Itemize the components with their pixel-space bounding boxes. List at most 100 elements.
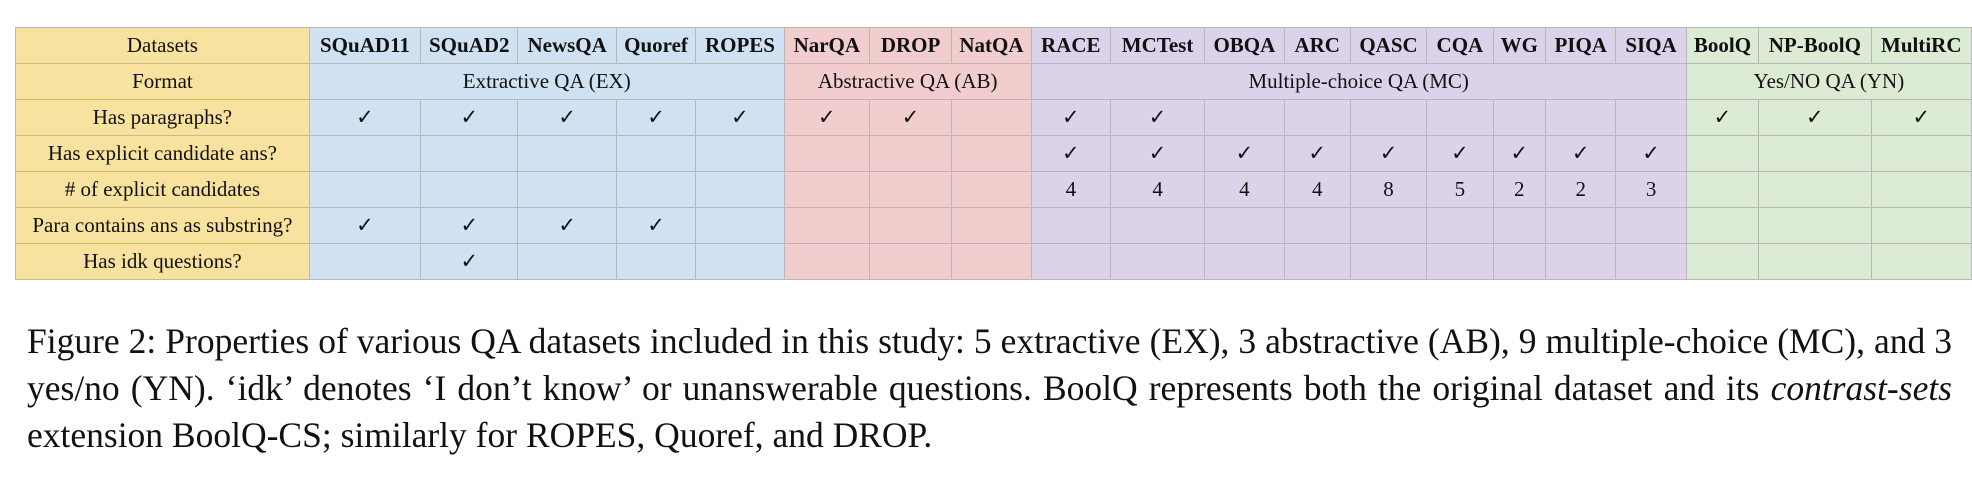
- table-cell: [1685, 243, 1760, 280]
- table-cell: [1870, 243, 1972, 280]
- checkmark-cell: ✓: [1870, 99, 1972, 136]
- table-cell: 3: [1615, 171, 1687, 208]
- table-cell: [868, 243, 953, 280]
- checkmark-cell: ✓: [517, 207, 617, 244]
- dataset-properties-table: Datasets SQuAD11 SQuAD2 NewsQA Quoref ROPES Na…: [15, 27, 1972, 280]
- checkmark-cell: ✓: [1109, 99, 1206, 136]
- row-label: Has explicit candidate ans?: [15, 135, 310, 172]
- dataset-header: WG: [1492, 27, 1547, 64]
- table-cell: [868, 171, 953, 208]
- table-cell: [1615, 99, 1687, 136]
- table-cell: [1685, 135, 1760, 172]
- table-cell: [420, 135, 519, 172]
- checkmark-cell: ✓: [420, 243, 519, 280]
- dataset-header: MCTest: [1109, 27, 1206, 64]
- format-group-cell: Multiple-choice QA (MC): [1030, 63, 1687, 100]
- checkmark-cell: ✓: [695, 99, 785, 136]
- table-cell: [1283, 207, 1351, 244]
- table-cell: [1283, 99, 1351, 136]
- table-cell: [951, 243, 1032, 280]
- format-group-cell: Extractive QA (EX): [308, 63, 785, 100]
- table-row: Has paragraphs? ✓ ✓ ✓ ✓ ✓ ✓ ✓ ✓ ✓ ✓ ✓ ✓: [15, 99, 1972, 136]
- table-cell: [1204, 207, 1285, 244]
- table-cell: [1426, 99, 1494, 136]
- table-cell: [695, 171, 785, 208]
- table-cell: [1492, 207, 1547, 244]
- table-row: Has explicit candidate ans? ✓ ✓ ✓ ✓ ✓ ✓ ✓ ✓ ✓: [15, 135, 1972, 172]
- table-cell: [1426, 207, 1494, 244]
- dataset-header: SQuAD11: [308, 27, 422, 64]
- table-cell: [1349, 243, 1428, 280]
- table-cell: [951, 99, 1032, 136]
- table-row: Para contains ans as substring? ✓ ✓ ✓ ✓: [15, 207, 1972, 244]
- table-cell: 8: [1349, 171, 1428, 208]
- table-cell: [517, 171, 617, 208]
- checkmark-cell: ✓: [1545, 135, 1617, 172]
- format-group-cell: Abstractive QA (AB): [783, 63, 1032, 100]
- table-cell: [1545, 243, 1617, 280]
- table-cell: [1109, 207, 1206, 244]
- checkmark-cell: ✓: [1492, 135, 1547, 172]
- caption-text: Figure 2: Properties of various QA datas…: [27, 321, 1952, 408]
- table-cell: [1349, 99, 1428, 136]
- table-cell: 2: [1545, 171, 1617, 208]
- table-cell: [615, 171, 697, 208]
- table-cell: [783, 207, 870, 244]
- dataset-header: NarQA: [783, 27, 870, 64]
- table-cell: [420, 171, 519, 208]
- checkmark-cell: ✓: [308, 207, 422, 244]
- table-cell: [868, 135, 953, 172]
- dataset-header: SIQA: [1615, 27, 1687, 64]
- dataset-header: PIQA: [1545, 27, 1617, 64]
- table-cell: [695, 207, 785, 244]
- table-cell: [1758, 243, 1872, 280]
- dataset-header: NP-BoolQ: [1758, 27, 1872, 64]
- table-cell: [783, 135, 870, 172]
- table-cell: [951, 135, 1032, 172]
- table-cell: [308, 171, 422, 208]
- table-cell: [1545, 207, 1617, 244]
- table-row: # of explicit candidates 4 4 4 4 8 5 2 2 3: [15, 171, 1972, 208]
- table-cell: [615, 243, 697, 280]
- format-row: Format Extractive QA (EX) Abstractive QA (…: [15, 63, 1972, 100]
- checkmark-cell: ✓: [420, 207, 519, 244]
- dataset-header: BoolQ: [1685, 27, 1760, 64]
- table-cell: [308, 135, 422, 172]
- checkmark-cell: ✓: [1685, 99, 1760, 136]
- dataset-header: Quoref: [615, 27, 697, 64]
- dataset-header: DROP: [868, 27, 953, 64]
- dataset-header: NewsQA: [517, 27, 617, 64]
- table-cell: 4: [1204, 171, 1285, 208]
- table-cell: 2: [1492, 171, 1547, 208]
- dataset-header: NatQA: [951, 27, 1032, 64]
- table-cell: 4: [1283, 171, 1351, 208]
- caption-text-end: extension BoolQ-CS; similarly for ROPES,…: [27, 415, 933, 455]
- table-cell: [1426, 243, 1494, 280]
- dataset-header: ROPES: [695, 27, 785, 64]
- checkmark-cell: ✓: [615, 207, 697, 244]
- table-cell: [1109, 243, 1206, 280]
- table-cell: [1030, 243, 1111, 280]
- dataset-header: CQA: [1426, 27, 1494, 64]
- table-cell: 4: [1030, 171, 1111, 208]
- row-label: # of explicit candidates: [15, 171, 310, 208]
- table-cell: [1204, 99, 1285, 136]
- table-cell: [868, 207, 953, 244]
- table-cell: [783, 171, 870, 208]
- table-cell: [1870, 207, 1972, 244]
- table-header-row: Datasets SQuAD11 SQuAD2 NewsQA Quoref ROPES Na…: [15, 27, 1972, 64]
- table-cell: [1545, 99, 1617, 136]
- row-label: Has idk questions?: [15, 243, 310, 280]
- table-cell: [695, 243, 785, 280]
- row-label: Para contains ans as substring?: [15, 207, 310, 244]
- table-cell: 4: [1109, 171, 1206, 208]
- table-row: Has idk questions? ✓: [15, 243, 1972, 280]
- table-cell: [695, 135, 785, 172]
- checkmark-cell: ✓: [420, 99, 519, 136]
- figure-caption: Figure 2: Properties of various QA datas…: [27, 318, 1952, 459]
- table-cell: [783, 243, 870, 280]
- table-cell: [1349, 207, 1428, 244]
- table-cell: [1870, 171, 1972, 208]
- checkmark-cell: ✓: [1204, 135, 1285, 172]
- table-cell: [1758, 207, 1872, 244]
